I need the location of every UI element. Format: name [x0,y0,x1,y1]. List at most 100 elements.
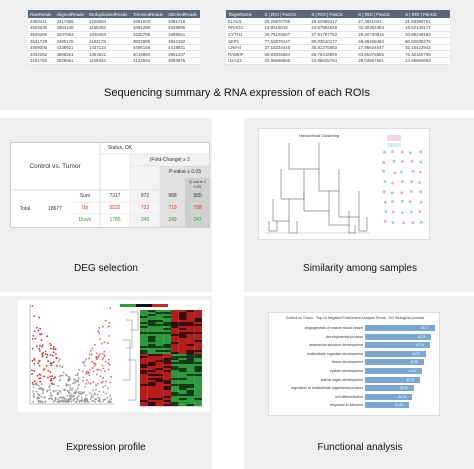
heatmap-cell [140,370,148,373]
enrichment-bar-label: response to stimulus [330,403,363,408]
volcano-point [38,348,41,350]
read-summary-header: AlignedReads [54,10,88,18]
volcano-point [105,392,108,395]
volcano-point [44,401,47,403]
volcano-point [104,319,107,322]
heatmap-cell [178,382,187,385]
volcano-point [73,378,76,381]
heatmap-cell [178,326,187,329]
volcano-point [73,394,76,397]
heatmap-cell [155,346,164,349]
rna-expression-table: TargetName S | ROI | PanCK S | ROI | PanCK… [226,10,450,65]
heatmap-cell [171,358,179,361]
heatmap-cell [163,318,171,321]
heatmap-cell [171,330,179,333]
volcano-point [32,394,35,397]
read-summary-cell: 1226064 [87,18,131,26]
heatmap-cell [155,350,164,353]
volcano-point [55,389,57,392]
heatmap-cell [163,326,171,329]
enrichment-bar-label: cell differentiation [335,394,363,399]
read-summary-cell: 3025561 [54,57,88,65]
heatmap-cell [178,320,187,323]
heatmap-cell [147,340,156,343]
volcano-point [65,384,68,387]
volcano-point [56,357,58,359]
heatmap-cell [194,376,202,379]
rna-expression-cell: 19.9515019 [262,24,310,32]
volcano-point [101,352,104,355]
rna-expression-cell: 21.58389751 [403,18,450,26]
heatmap-cell [171,344,179,347]
read-summary-cell: 3451603 [130,18,167,26]
volcano-point [49,394,52,397]
heatmap-cell [147,326,156,329]
heatmap-cell [163,396,171,399]
heatmap-cell [147,386,156,389]
heatmap-cell [186,350,195,353]
heatmap-cell [171,350,179,353]
heatmap-cell [163,310,171,313]
heatmap-cell [194,374,202,377]
heatmap-cell [147,354,156,357]
deg-up-value: 719 [168,205,177,211]
enrichment-bar-value: 44.27 [412,351,421,356]
read-summary-cell: 1183178 [87,37,131,45]
volcano-point [102,386,104,388]
heatmap-cell [194,350,202,353]
volcano-point [62,371,65,374]
sample-marker [382,161,386,164]
heatmap-cell [147,342,156,345]
read-summary-cell: 3503230 [28,24,55,32]
sample-marker [384,210,388,214]
heatmap-cell [186,322,195,325]
heatmap-cell [194,342,202,345]
volcano-point [67,380,70,382]
deg-total-value: 18677 [48,206,62,212]
volcano-point [77,380,79,383]
enrichment-bar [365,325,435,331]
table-row: 3539288 3207663 1040463 3330708 3289951 [28,31,200,39]
read-summary-cell: 3142584 [130,57,167,65]
volcano-point [104,385,107,387]
volcano-point [108,358,110,361]
heatmap-cell [186,316,195,319]
heatmap-cell [178,350,187,353]
enrichment-bar-value: 50.77 [421,326,429,330]
volcano-point [89,392,91,394]
heatmap-cell [147,380,156,383]
deg-sum-label: Sum [79,193,91,199]
heatmap-cell [163,362,171,365]
table-row: RAB5IF 69.83025664 66.76318829 63.66376555 7… [226,50,450,59]
heatmap-cell [155,332,164,335]
heatmap-cell [147,366,156,369]
volcano-point [50,382,53,385]
volcano-point [84,397,87,400]
volcano-point [109,307,112,310]
heatmap-cell [171,342,179,345]
heatmap-cell [147,324,156,327]
heatmap-cell [163,350,171,353]
volcano-point [49,379,52,382]
heatmap-cell [155,352,164,355]
heatmap-cell [178,338,187,341]
volcano-point [56,364,58,367]
volcano-point [54,376,57,378]
volcano-point [41,355,44,358]
sample-marker [391,181,394,185]
volcano-point [31,305,34,307]
enrichment-bar-label: developmental process [326,334,363,339]
volcano-point [81,391,84,394]
heatmap-cell [171,340,179,343]
sample-marker [401,160,404,163]
enrichment-bar-value: 40.25 [406,377,415,382]
heatmap-cell [163,364,171,367]
heatmap-cell [194,358,202,361]
heatmap-cell [140,404,148,407]
volcano-point [58,360,60,362]
volcano-point [97,354,100,357]
heatmap-cell [147,316,156,319]
volcano-point [53,390,55,393]
volcano-point [53,400,56,403]
volcano-point [94,400,97,403]
